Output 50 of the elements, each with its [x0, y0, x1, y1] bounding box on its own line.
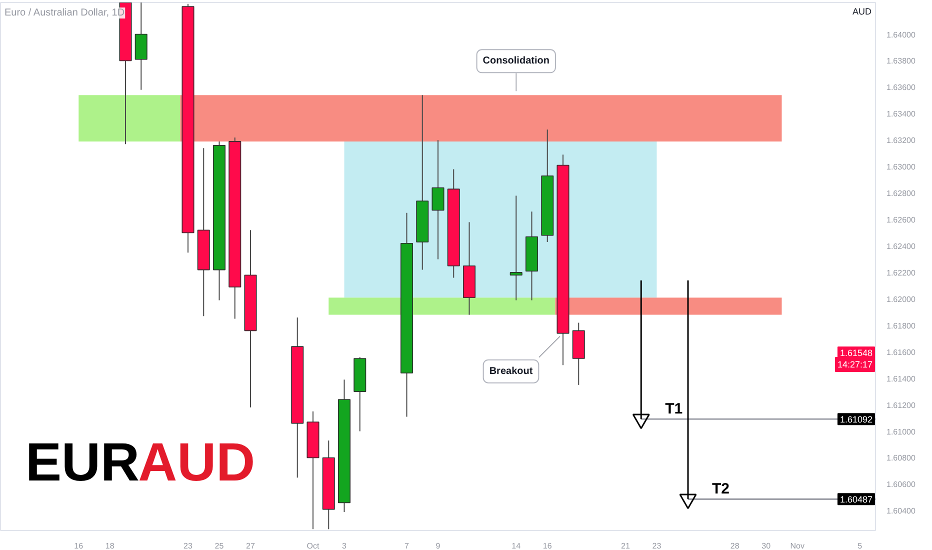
y-tick-label: 1.63800	[886, 56, 916, 66]
y-tick-label: 1.63000	[886, 162, 916, 172]
x-tick-label: 3	[342, 542, 348, 550]
x-tick-label: 28	[730, 542, 740, 550]
x-tick-label: 25	[214, 542, 224, 550]
x-tick-label: 27	[246, 542, 256, 550]
y-tick-label: 1.62200	[886, 268, 916, 278]
x-tick-label: 9	[436, 542, 441, 550]
y-tick-label: 1.62000	[886, 294, 916, 304]
y-tick-label: 1.63200	[886, 136, 916, 146]
y-tick-label: 1.61200	[886, 400, 916, 410]
x-tick-label: 21	[621, 542, 630, 550]
y-tick-label: 1.62400	[886, 242, 916, 251]
x-tick-label: 16	[74, 542, 84, 550]
x-tick-label: Nov	[790, 542, 804, 550]
annotation: 14:27:17	[837, 359, 873, 370]
y-tick-label: 1.60400	[886, 506, 916, 516]
annotation: 1.61548	[840, 348, 873, 358]
y-tick-label: 1.63400	[886, 110, 916, 119]
y-tick-label: 1.61400	[886, 374, 916, 384]
annotation: Breakout	[489, 366, 534, 377]
annotation: Consolidation	[482, 56, 550, 67]
x-tick-label: 16	[542, 542, 552, 550]
y-tick-label: 1.60600	[886, 480, 916, 490]
y-tick-label: 1.64000	[886, 30, 916, 40]
data-label: 1.61092	[840, 414, 873, 425]
y-tick-label: 1.61600	[886, 348, 916, 357]
candlestick	[510, 195, 522, 301]
x-tick-label: Oct	[306, 542, 320, 550]
y-tick-label: 1.62600	[886, 216, 916, 225]
x-tick-label: 23	[184, 542, 193, 550]
data-label: 1.60487	[840, 494, 873, 505]
annotation: T2	[712, 480, 730, 498]
candlestick	[432, 140, 444, 260]
x-tick-label: 18	[105, 542, 115, 550]
y-tick-label: 1.61000	[886, 427, 916, 436]
y-tick-label: 1.60800	[886, 454, 916, 463]
annotation: T1	[665, 400, 683, 418]
x-tick-label: 14	[512, 542, 522, 550]
annotation: AUD	[138, 432, 256, 492]
x-tick-label: 7	[404, 542, 410, 550]
y-tick-label: 1.61800	[886, 321, 916, 330]
x-tick-label: 5	[858, 542, 863, 550]
x-tick-label: 30	[762, 542, 772, 550]
y-axis-title: AUD	[852, 6, 872, 16]
annotation: EUR	[26, 432, 140, 492]
x-tick-label: 23	[652, 542, 662, 550]
y-tick-label: 1.62800	[886, 189, 916, 198]
text: Euro / Australian Dollar, 1D	[4, 8, 125, 18]
y-tick-label: 1.63600	[886, 83, 916, 92]
